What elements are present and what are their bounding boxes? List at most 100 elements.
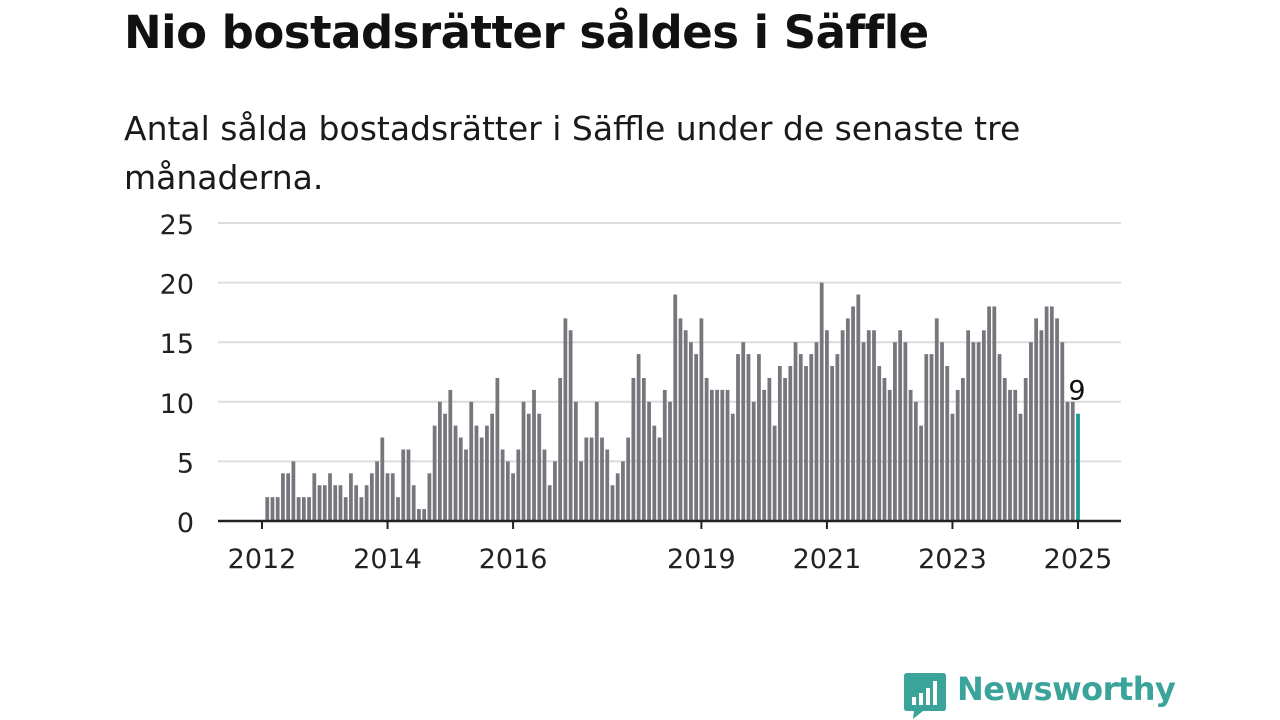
bar (678, 318, 683, 521)
bar (526, 413, 531, 521)
bar (437, 401, 442, 521)
bar (343, 497, 348, 521)
bar (1049, 306, 1054, 521)
bar (375, 461, 379, 521)
highlight-value-label: 9 (1068, 376, 1085, 407)
y-tick-label: 20 (160, 270, 194, 301)
bar (919, 425, 923, 521)
bar (887, 389, 892, 521)
bar (976, 342, 981, 521)
bar (809, 354, 814, 521)
chart-title: Nio bostadsrätter såldes i Säffle (124, 6, 929, 59)
bar (851, 306, 855, 521)
bar (390, 473, 395, 521)
bar (553, 461, 557, 521)
bar (364, 485, 369, 521)
y-axis-ticks: 0 5 10 15 20 25 (160, 210, 194, 539)
bar (657, 437, 662, 521)
bar (427, 473, 432, 521)
bar (777, 366, 782, 521)
bar (579, 461, 583, 521)
y-tick-label: 25 (160, 210, 194, 241)
bar (422, 509, 427, 521)
bar (647, 401, 651, 521)
bar (835, 354, 840, 521)
bar (354, 485, 359, 521)
bar (934, 318, 939, 521)
bar (464, 449, 468, 521)
bar (1055, 318, 1059, 521)
bar (469, 401, 474, 521)
bar (641, 377, 646, 521)
x-tick-label: 2021 (793, 544, 862, 575)
bar-highlight (1076, 413, 1080, 521)
bar (573, 401, 578, 521)
bar (349, 473, 353, 521)
bar (866, 330, 871, 521)
y-tick-label: 5 (177, 448, 194, 479)
x-tick-label: 2014 (353, 544, 422, 575)
bar (981, 330, 986, 521)
bar (882, 377, 887, 521)
bar (584, 437, 589, 521)
x-tick-label: 2025 (1044, 544, 1113, 575)
bar (694, 354, 699, 521)
bar (532, 389, 536, 521)
bar (359, 497, 364, 521)
bar (1018, 413, 1023, 521)
bar (417, 509, 421, 521)
bar (825, 330, 829, 521)
bar (600, 437, 604, 521)
bar (338, 485, 343, 521)
bar (683, 330, 688, 521)
bar (448, 389, 453, 521)
bar (955, 389, 960, 521)
bar (479, 437, 484, 521)
bar (877, 366, 882, 521)
bar (673, 294, 678, 521)
bar (594, 401, 599, 521)
bar (793, 342, 798, 521)
bar (741, 342, 746, 521)
bar (286, 473, 291, 521)
bar (270, 497, 275, 521)
x-tick-label: 2023 (918, 544, 987, 575)
bar (490, 413, 495, 521)
bar (814, 342, 819, 521)
y-tick-label: 10 (160, 389, 194, 420)
bar (631, 377, 636, 521)
bar (992, 306, 997, 521)
bar (819, 282, 824, 521)
bar (861, 342, 866, 521)
bar (924, 354, 929, 521)
bar (322, 485, 327, 521)
bar (275, 497, 280, 521)
bar (872, 330, 876, 521)
bar (704, 377, 709, 521)
bar (804, 366, 808, 521)
bar (767, 377, 772, 521)
chart-subtitle: Antal sålda bostadsrätter i Säffle under… (124, 109, 1021, 197)
bar (830, 366, 835, 521)
bar (474, 425, 479, 521)
bar (1060, 342, 1065, 521)
bar (406, 449, 411, 521)
bar (798, 354, 803, 521)
bar (589, 437, 594, 521)
bar (715, 389, 719, 521)
bar (961, 377, 965, 521)
bar (908, 389, 913, 521)
bar (605, 449, 610, 521)
bar (485, 425, 489, 521)
bar (1065, 401, 1070, 521)
bar (558, 377, 563, 521)
bar (1039, 330, 1044, 521)
bar (610, 485, 615, 521)
bar (1013, 389, 1018, 521)
bar (1034, 318, 1039, 521)
bar (898, 330, 903, 521)
data-labels: 9 (1068, 376, 1085, 407)
bar (307, 497, 311, 521)
bar (1023, 377, 1028, 521)
bar (542, 449, 547, 521)
